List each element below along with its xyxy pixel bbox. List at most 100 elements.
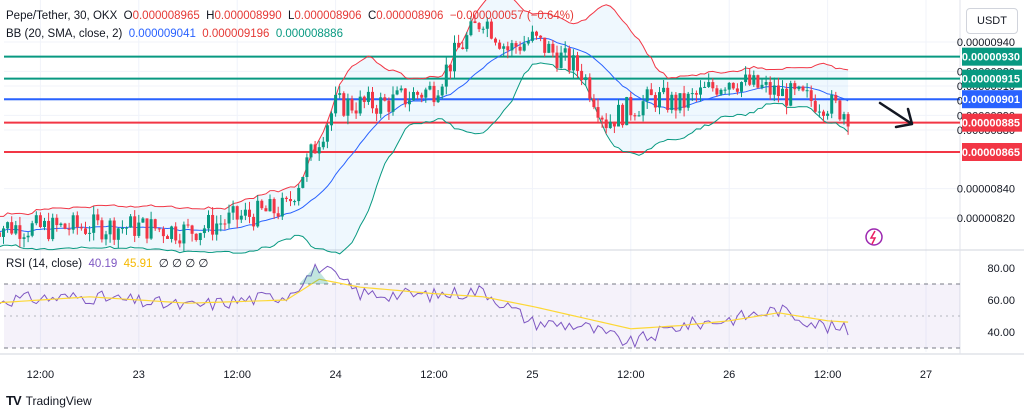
candle-body [321, 141, 325, 148]
candle-body [658, 92, 661, 108]
candle-body [38, 215, 42, 228]
candle-body [272, 199, 276, 214]
candle-body [424, 89, 428, 98]
annotations [865, 101, 914, 246]
candle-body [748, 74, 752, 85]
candle-body [186, 224, 190, 226]
candle-body [231, 206, 235, 213]
candle-body [551, 43, 555, 53]
candle-body [457, 42, 461, 48]
candle-body [686, 93, 690, 108]
level-price-label: 0.00000901 [962, 94, 1020, 106]
candle-body [100, 220, 104, 240]
candle-body [485, 21, 489, 29]
candle-body [617, 104, 620, 127]
candle-body [612, 121, 616, 127]
candle-body [412, 92, 415, 101]
level-price-tag [962, 143, 1022, 161]
candle-body [731, 82, 735, 89]
candle-body [674, 94, 678, 111]
candle-body [735, 88, 739, 92]
candle-body [149, 219, 153, 239]
candle-body [174, 226, 178, 241]
candle-body [34, 215, 38, 224]
candle-body [690, 93, 694, 95]
candle-body [461, 47, 465, 49]
rsi-band [4, 284, 960, 348]
candle-body [67, 228, 71, 230]
candle-body [522, 43, 526, 51]
tradingview-logo[interactable]: TV TradingView [6, 393, 92, 408]
candle-body [715, 88, 719, 95]
level-price-tag [962, 47, 1022, 66]
price-axis: 0.000009400.000009200.000009100.00000900… [957, 37, 1022, 225]
candle-body [293, 201, 297, 203]
time-tick-label: 12:00 [27, 369, 55, 381]
candle-body [379, 97, 383, 114]
time-tick-label: 12:00 [223, 369, 251, 381]
bb-band-area [0, 0, 849, 254]
candle-body [641, 101, 645, 116]
time-tick-label: 24 [329, 369, 341, 381]
candle-body [79, 227, 83, 229]
candle-body [740, 82, 743, 92]
candle-body [707, 82, 711, 87]
bb-basis-value: 0.000009041 [128, 28, 196, 40]
time-axis: 12:00 23 12:00 24 12:00 25 12:00 26 12:00 27 [27, 369, 932, 381]
price-tick-label: 0.00000940 [957, 37, 1015, 49]
candle-body [817, 111, 821, 113]
candle-body [141, 218, 145, 223]
candle-body [358, 96, 362, 114]
candle-body [284, 197, 288, 200]
candle-body [477, 23, 481, 30]
candle-body [785, 88, 789, 106]
level-price-tag [962, 69, 1022, 88]
candle-body [653, 95, 657, 108]
candle-body [1, 228, 5, 237]
candle-body [629, 97, 633, 116]
candle-body [436, 95, 440, 103]
candle-body [71, 215, 75, 230]
bollinger-band-fill [0, 0, 849, 254]
rsi-line [0, 263, 849, 349]
candle-body [276, 213, 280, 217]
candle-body [608, 121, 612, 129]
candle-body [543, 37, 547, 53]
candle-body [395, 90, 399, 95]
candle-body [596, 107, 600, 118]
candle-body [772, 85, 776, 95]
candle-body [309, 144, 313, 158]
candle-body [526, 40, 530, 44]
down-right-arrow-annotation [878, 101, 914, 129]
candle-body [125, 227, 128, 229]
candle-body [789, 83, 793, 106]
candle-body [88, 232, 92, 234]
candle-body [375, 108, 379, 114]
candle-body [30, 223, 34, 236]
candle-body [662, 87, 666, 93]
candle-body [211, 214, 215, 235]
candle-body [43, 220, 46, 228]
candle-body [305, 157, 309, 178]
time-tick-label: 12:00 [617, 369, 645, 381]
currency-button[interactable]: USDT [966, 8, 1018, 34]
candle-body [112, 220, 116, 240]
candle-body [227, 212, 231, 224]
candle-body [362, 96, 366, 102]
candle-body [235, 206, 239, 220]
candle-body [346, 98, 350, 116]
candle-body [432, 85, 436, 103]
candle-body [838, 100, 842, 120]
candle-body [96, 214, 100, 221]
candle-body [842, 114, 846, 120]
candle-body [219, 223, 223, 225]
candle-body [846, 114, 850, 127]
bb-lower-line [0, 62, 849, 255]
candle-body [371, 91, 374, 109]
price-tick-label: 0.00000840 [957, 184, 1015, 196]
candle-body [59, 223, 63, 226]
candlesticks [0, 15, 850, 252]
level-price-label: 0.00000930 [962, 52, 1020, 64]
candle-body [416, 92, 420, 95]
